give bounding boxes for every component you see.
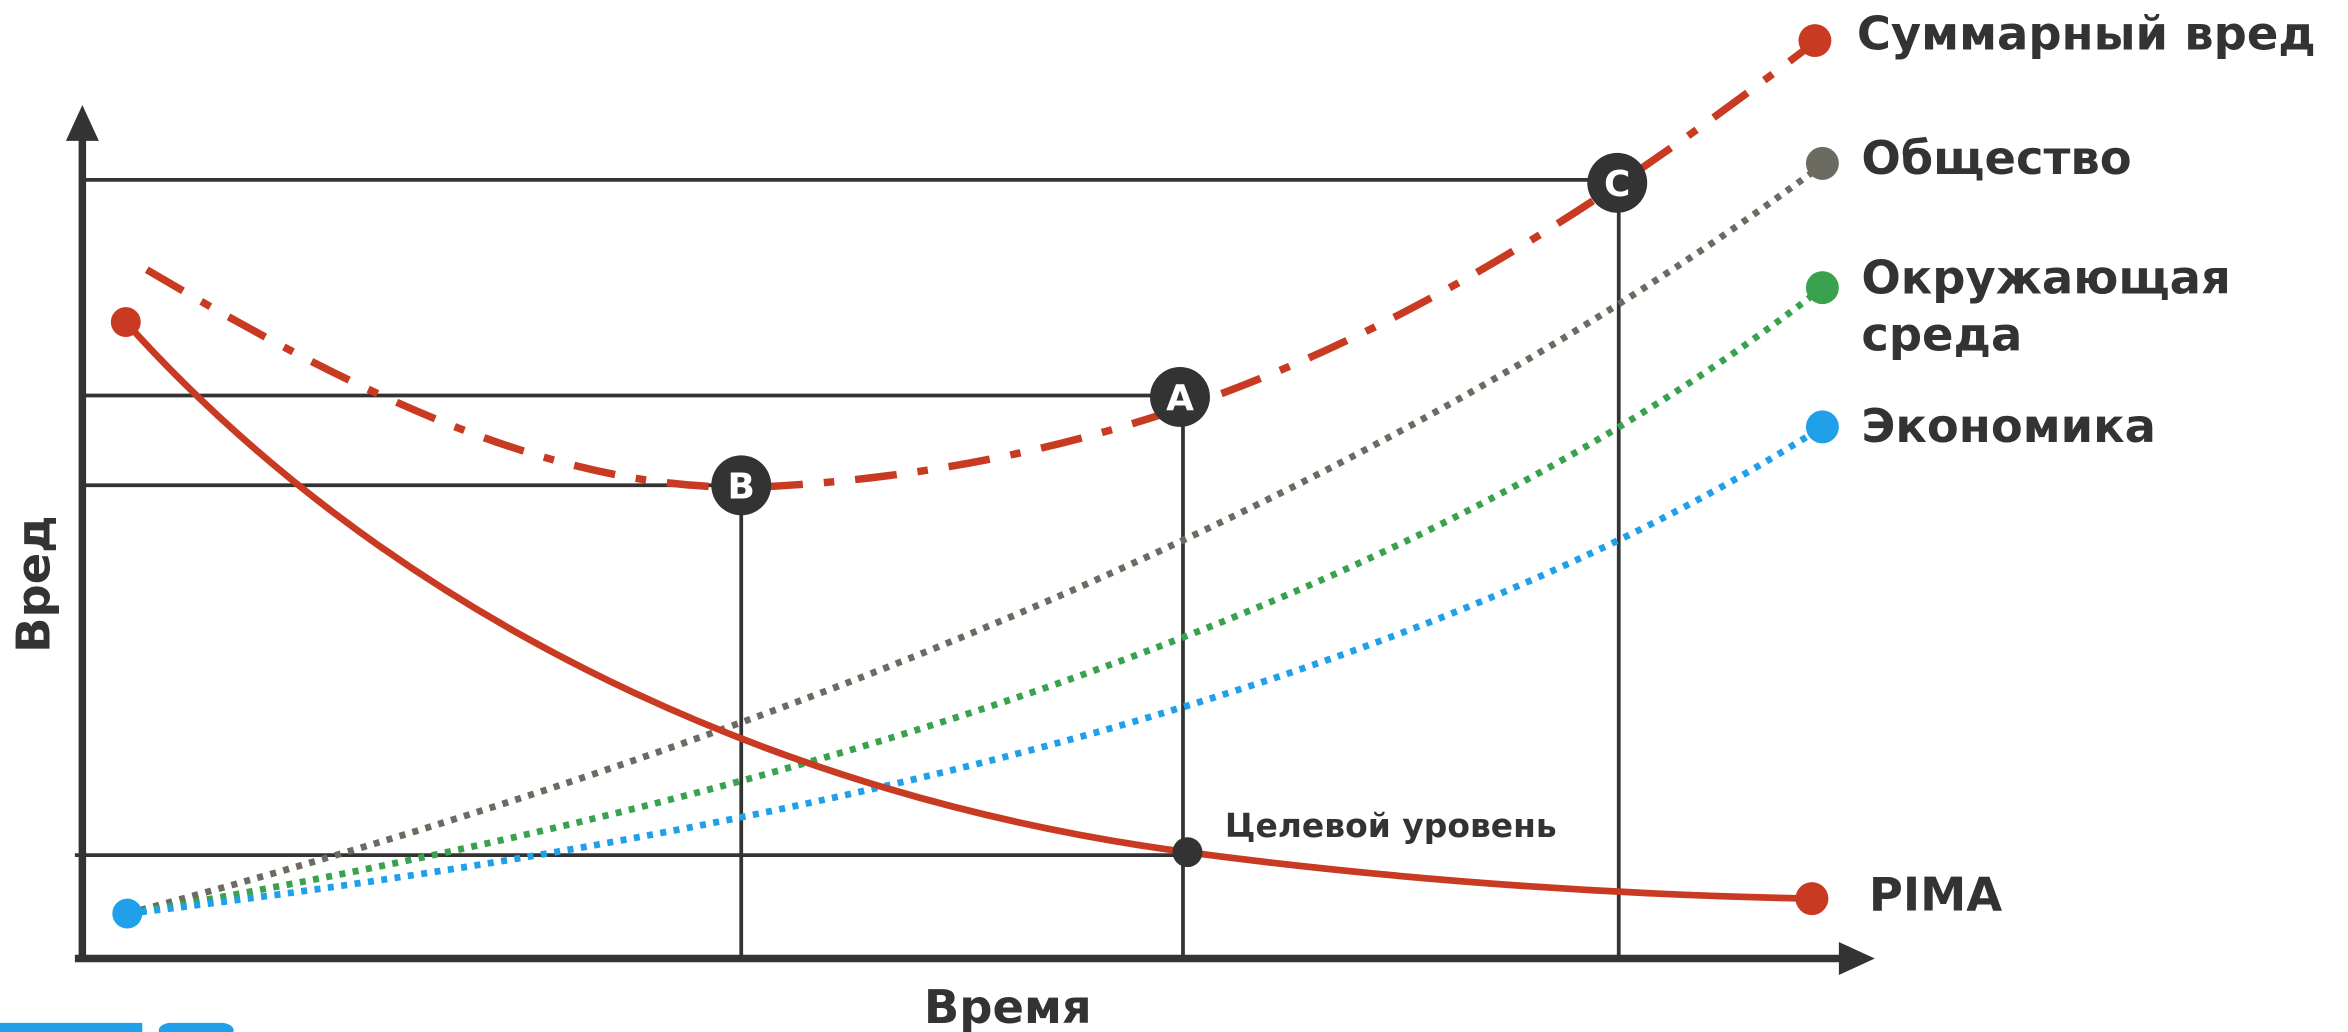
legend-dot — [1798, 24, 1832, 58]
pima-curve — [123, 319, 1812, 902]
legend-dot — [1795, 882, 1829, 916]
legend-dot — [1805, 271, 1839, 305]
target-dot — [1172, 837, 1203, 868]
legend-label: Общество — [1861, 131, 2131, 185]
legend-label: PIMA — [1869, 868, 2002, 922]
target-label: Целевой уровень — [1225, 806, 1557, 845]
logo-fragment — [0, 1022, 143, 1032]
logo-fragment — [158, 1022, 234, 1032]
point-marker — [1150, 367, 1210, 427]
environment-curve — [126, 284, 1825, 917]
points: A B C — [711, 152, 1648, 516]
legend-dot — [1805, 146, 1839, 180]
point-label: B — [728, 466, 755, 507]
legend-label: среда — [1861, 308, 2022, 362]
y-axis-arrow — [65, 104, 99, 141]
point-marker — [1587, 152, 1648, 213]
economy-curve — [126, 424, 1825, 917]
x-axis-arrow — [1838, 942, 1875, 975]
total-harm-curve — [144, 39, 1818, 491]
dots — [110, 24, 1839, 929]
start-dot — [112, 898, 143, 929]
legend-label: Окружающая — [1861, 251, 2230, 305]
legend-label: Экономика — [1861, 399, 2156, 453]
y-axis-label: Вред — [6, 515, 60, 653]
point-label: A — [1166, 378, 1194, 419]
legend-dot — [1805, 410, 1839, 444]
x-axis-label: Время — [924, 980, 1092, 1032]
start-dot — [110, 307, 141, 338]
point-marker — [711, 455, 772, 516]
curves — [123, 39, 1825, 917]
legend-label: Суммарный вред — [1857, 7, 2316, 61]
point-label: C — [1604, 164, 1630, 205]
guides — [74, 177, 1621, 962]
society-curve — [126, 162, 1825, 917]
axes — [65, 104, 1875, 975]
